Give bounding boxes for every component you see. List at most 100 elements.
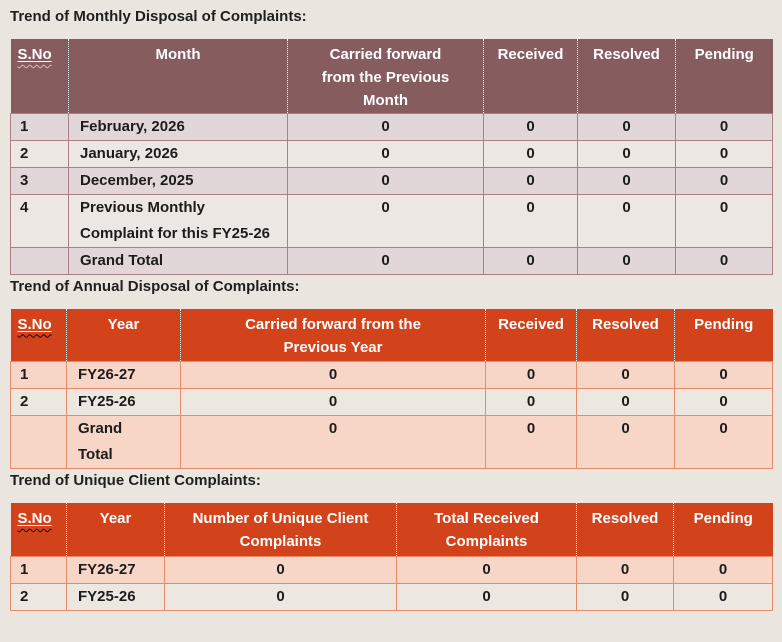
sno-underline: S.No [18, 316, 52, 333]
cell-resolved: 0 [576, 388, 675, 416]
monthly-disposal-table: S.No Month Carried forward from the Prev… [10, 39, 773, 275]
cell-unique-complaints: 0 [164, 555, 397, 584]
cell-carried-forward: 0 [180, 415, 486, 469]
table-row: 2 January, 2026 0 0 0 0 [10, 139, 773, 168]
cell-unique-complaints: 0 [164, 582, 397, 611]
cell-sno: 1 [10, 555, 67, 584]
cell-grand-total-label: Grand Total [66, 415, 181, 469]
table-row: 2 FY25-26 0 0 0 0 [10, 582, 773, 611]
column-header-year: Year [66, 308, 181, 362]
header-row: S.No Month Carried forward from the Prev… [10, 39, 773, 113]
cell-carried-forward: 0 [180, 388, 486, 416]
table-row: 1 February, 2026 0 0 0 0 [10, 112, 773, 141]
sno-underline: S.No [18, 46, 52, 63]
grand-total-text: Grand Total [78, 420, 123, 463]
cell-received: 0 [485, 388, 577, 416]
cell-month: December, 2025 [68, 166, 288, 195]
grand-total-row: Grand Total 0 0 0 0 [10, 415, 773, 469]
cell-sno: 1 [10, 361, 67, 389]
column-header-pending: Pending [675, 39, 773, 113]
cell-carried-forward: 0 [287, 193, 484, 248]
column-header-resolved: Resolved [576, 308, 675, 362]
cell-sno: 1 [10, 112, 69, 141]
cell-sno: 2 [10, 139, 69, 168]
cell-pending: 0 [674, 361, 773, 389]
cell-received: 0 [485, 361, 577, 389]
cell-sno: 3 [10, 166, 69, 195]
monthly-table-title: Trend of Monthly Disposal of Complaints: [10, 8, 307, 25]
cell-pending: 0 [673, 555, 773, 584]
unique-table-title: Trend of Unique Client Complaints: [10, 472, 261, 489]
table-row: 4 Previous Monthly Complaint for this FY… [10, 193, 773, 248]
header-row: S.No Year Number of Unique Client Compla… [10, 503, 773, 556]
column-header-received: Received [483, 39, 578, 113]
cell-resolved: 0 [576, 361, 675, 389]
cell-pending: 0 [675, 112, 773, 141]
cell-carried-forward: 0 [287, 139, 484, 168]
cell-year: FY26-27 [66, 555, 165, 584]
cell-resolved: 0 [577, 112, 676, 141]
column-header-unique-client-complaints: Number of Unique Client Complaints [164, 503, 397, 556]
cell-month: January, 2026 [68, 139, 288, 168]
table-row: 1 FY26-27 0 0 0 0 [10, 361, 773, 389]
cell-grand-total-label: Grand Total [68, 246, 288, 275]
cell-month: February, 2026 [68, 112, 288, 141]
table-row: 3 December, 2025 0 0 0 0 [10, 166, 773, 195]
cell-resolved: 0 [577, 193, 676, 248]
cell-resolved: 0 [576, 415, 675, 469]
annual-disposal-table: S.No Year Carried forward from the Previ… [10, 308, 773, 469]
column-header-total-received: Total Received Complaints [396, 503, 577, 556]
column-header-pending: Pending [674, 308, 773, 362]
cell-carried-forward: 0 [287, 166, 484, 195]
cell-received: 0 [483, 193, 578, 248]
cell-month: Previous Monthly Complaint for this FY25… [68, 193, 288, 248]
cell-pending: 0 [673, 582, 773, 611]
cell-carried-forward: 0 [287, 112, 484, 141]
cell-received: 0 [483, 166, 578, 195]
cell-sno [10, 415, 67, 469]
column-header-month: Month [68, 39, 288, 113]
cell-resolved: 0 [577, 246, 676, 275]
cell-carried-forward: 0 [180, 361, 486, 389]
column-header-sno: S.No [10, 39, 69, 113]
cell-pending: 0 [674, 388, 773, 416]
column-header-sno: S.No [10, 308, 67, 362]
cell-resolved: 0 [577, 139, 676, 168]
sno-squiggle: S.No [17, 315, 52, 333]
cell-resolved: 0 [576, 582, 674, 611]
cell-pending: 0 [675, 166, 773, 195]
cell-pending: 0 [674, 415, 773, 469]
cell-pending: 0 [675, 246, 773, 275]
column-header-resolved: Resolved [577, 39, 676, 113]
cell-carried-forward: 0 [287, 246, 484, 275]
cell-received: 0 [483, 246, 578, 275]
unique-client-complaints-table: S.No Year Number of Unique Client Compla… [10, 503, 773, 611]
cell-total-received: 0 [396, 555, 577, 584]
cell-resolved: 0 [577, 166, 676, 195]
cell-pending: 0 [675, 193, 773, 248]
sno-underline: S.No [18, 510, 52, 527]
header-row: S.No Year Carried forward from the Previ… [10, 308, 773, 362]
column-header-resolved: Resolved [576, 503, 674, 556]
column-header-carried-forward: Carried forward from the Previous Month [287, 39, 484, 113]
cell-year: FY25-26 [66, 388, 181, 416]
cell-year: FY26-27 [66, 361, 181, 389]
cell-received: 0 [485, 415, 577, 469]
cell-resolved: 0 [576, 555, 674, 584]
sno-squiggle: S.No [17, 46, 52, 63]
cell-sno [10, 246, 69, 275]
sno-squiggle: S.No [17, 510, 52, 527]
grand-total-row: Grand Total 0 0 0 0 [10, 246, 773, 275]
cell-sno: 2 [10, 388, 67, 416]
column-header-sno: S.No [10, 503, 67, 556]
cell-total-received: 0 [396, 582, 577, 611]
cell-year: FY25-26 [66, 582, 165, 611]
cell-received: 0 [483, 112, 578, 141]
column-header-pending: Pending [673, 503, 773, 556]
cell-sno: 4 [10, 193, 69, 248]
annual-table-title: Trend of Annual Disposal of Complaints: [10, 277, 300, 295]
column-header-received: Received [485, 308, 577, 362]
table-row: 2 FY25-26 0 0 0 0 [10, 388, 773, 416]
report-page: Trend of Monthly Disposal of Complaints:… [10, 8, 773, 611]
cell-pending: 0 [675, 139, 773, 168]
